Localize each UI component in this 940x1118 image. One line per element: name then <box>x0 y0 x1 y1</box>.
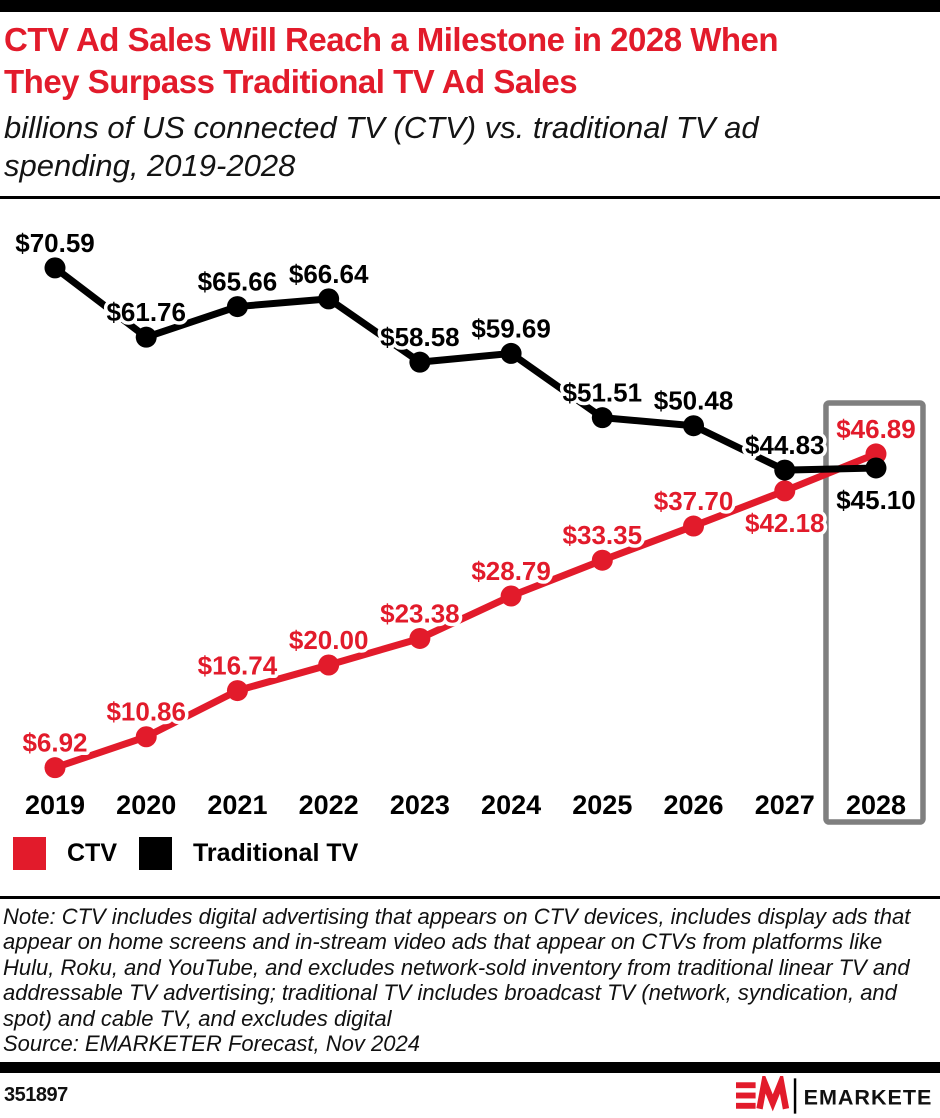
brand-name: EMARKETER <box>804 1084 932 1109</box>
value-label-traditional-tv-2026: $50.48 <box>654 386 734 416</box>
value-label-traditional-tv-2021: $65.66 <box>198 267 278 297</box>
data-point-traditional-tv-2020 <box>135 326 157 348</box>
emarketer-logo: EMARKETER <box>736 1075 932 1116</box>
value-label-traditional-tv-2019: $70.59 <box>15 228 95 258</box>
line-chart: $6.92 $10.86 $16.74 $20.00 $23.38 $28.79 $33.3… <box>12 224 926 825</box>
value-label-traditional-tv-2027: $44.83 <box>745 430 825 460</box>
note-text: Note: CTV includes digital advertising t… <box>3 904 911 1031</box>
chart-id: 351897 <box>4 1084 68 1106</box>
ctv-color-swatch <box>13 837 46 870</box>
value-label-traditional-tv-2022: $66.64 <box>289 259 369 289</box>
value-label-ctv-2020: $10.86 <box>106 697 186 727</box>
data-point-ctv-2027 <box>774 480 796 502</box>
data-point-ctv-2021 <box>226 680 248 702</box>
x-axis-label-2026: 2026 <box>664 790 724 820</box>
data-point-ctv-2024 <box>500 585 522 607</box>
value-label-ctv-2022: $20.00 <box>289 625 369 655</box>
value-label-ctv-2025: $33.35 <box>563 520 643 550</box>
x-axis-label-2027: 2027 <box>755 790 815 820</box>
footer: 351897 EMARKETER <box>0 1073 940 1118</box>
data-point-traditional-tv-2021 <box>226 296 248 318</box>
value-label-ctv-2026: $37.70 <box>654 486 734 516</box>
x-axis-label-2020: 2020 <box>116 790 176 820</box>
legend-item-traditional-tv: Traditional TV <box>139 837 358 870</box>
data-point-traditional-tv-2019 <box>44 257 66 279</box>
data-point-traditional-tv-2027 <box>774 459 796 481</box>
x-axis-label-2022: 2022 <box>299 790 359 820</box>
emarketer-logo-mark: EMARKETER <box>736 1075 932 1114</box>
value-label-ctv-2028: $46.89 <box>836 414 916 444</box>
logo-divider <box>793 1077 797 1114</box>
value-label-traditional-tv-2024: $59.69 <box>471 313 551 343</box>
data-point-ctv-2022 <box>318 654 340 676</box>
x-axis-label-2024: 2024 <box>481 790 541 820</box>
legend-item-ctv: CTV <box>13 837 117 870</box>
title-line-1: CTV Ad Sales Will Reach a Milestone in 2… <box>4 21 779 58</box>
series-line-traditional-tv <box>51 264 880 474</box>
traditional-tv-color-swatch <box>139 837 172 870</box>
value-label-ctv-2021: $16.74 <box>198 651 278 681</box>
top-black-bar <box>0 0 940 12</box>
series-line-ctv <box>51 450 880 772</box>
highlight-box-2028 <box>823 400 926 825</box>
value-label-traditional-tv-2025: $51.51 <box>563 378 643 408</box>
page-subtitle: billions of US connected TV (CTV) vs. tr… <box>4 109 936 185</box>
x-axis-label-2021: 2021 <box>207 790 267 820</box>
data-point-ctv-2023 <box>409 627 431 649</box>
subtitle-line-1: billions of US connected TV (CTV) vs. tr… <box>4 110 759 145</box>
value-label-ctv-2023: $23.38 <box>380 598 460 628</box>
em-monogram <box>736 1075 790 1111</box>
page-title: CTV Ad Sales Will Reach a Milestone in 2… <box>4 19 936 103</box>
legend-label-traditional-tv: Traditional TV <box>193 839 359 867</box>
data-point-traditional-tv-2023 <box>409 351 431 373</box>
note-divider <box>0 896 940 899</box>
chart-area: $6.92 $10.86 $16.74 $20.00 $23.38 $28.79 $33.3… <box>0 200 940 825</box>
data-point-ctv-2020 <box>135 726 157 748</box>
chart-legend: CTV Traditional TV <box>13 837 380 870</box>
bottom-black-bar <box>0 1062 940 1073</box>
value-label-traditional-tv-2023: $58.58 <box>380 322 460 352</box>
data-point-traditional-tv-2022 <box>318 288 340 310</box>
legend-label-ctv: CTV <box>67 839 117 867</box>
value-label-ctv-2024: $28.79 <box>471 556 551 586</box>
subtitle-line-2: spending, 2019-2028 <box>4 148 296 183</box>
x-axis-label-2019: 2019 <box>25 790 85 820</box>
note-block: Note: CTV includes digital advertising t… <box>3 904 937 1056</box>
value-label-ctv-2019: $6.92 <box>22 728 87 758</box>
data-point-ctv-2025 <box>591 549 613 571</box>
value-label-ctv-2027: $42.18 <box>745 508 825 538</box>
data-point-traditional-tv-2025 <box>591 407 613 429</box>
title-line-2: They Surpass Traditional TV Ad Sales <box>4 63 578 100</box>
data-point-traditional-tv-2026 <box>683 415 705 437</box>
value-label-traditional-tv-2020: $61.76 <box>106 297 186 327</box>
source-text: Source: EMARKETER Forecast, Nov 2024 <box>3 1031 420 1057</box>
x-axis-label-2023: 2023 <box>390 790 450 820</box>
data-point-traditional-tv-2024 <box>500 342 522 364</box>
x-axis-label-2028: 2028 <box>846 790 906 820</box>
header-divider <box>0 196 940 199</box>
data-point-ctv-2019 <box>44 757 66 779</box>
x-axis-label-2025: 2025 <box>572 790 632 820</box>
data-point-traditional-tv-2028 <box>865 457 887 479</box>
value-label-traditional-tv-2028: $45.10 <box>836 485 916 515</box>
data-point-ctv-2026 <box>683 515 705 537</box>
